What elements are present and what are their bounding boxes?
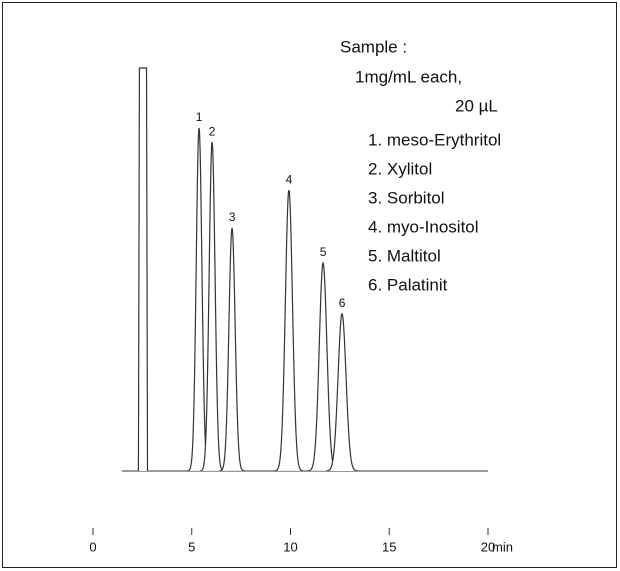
compound-label: 3. Sorbitol (368, 188, 445, 207)
peak (137, 67, 149, 472)
x-tick-label: 20 (481, 539, 495, 554)
peak-label: 4 (286, 172, 293, 186)
compound-label: 5. Maltitol (368, 246, 441, 265)
peak-label: 3 (229, 210, 236, 224)
x-tick-label: 5 (188, 539, 195, 554)
peak (274, 189, 304, 472)
x-tick-label: 0 (89, 539, 96, 554)
x-tick-label: 15 (382, 539, 396, 554)
sample-volume: 20 µL (455, 96, 498, 115)
compound-label: 1. meso-Erythritol (368, 130, 501, 149)
x-tick-label: 10 (283, 539, 297, 554)
sample-concentration: 1mg/mL each, (355, 67, 462, 86)
plot: 12 3 4 5 6 (122, 67, 488, 472)
compound-label: 6. Palatinit (368, 275, 448, 294)
peak (307, 261, 339, 472)
peak-label: 1 (196, 110, 203, 124)
peak (219, 227, 245, 472)
sample-title: Sample : (340, 37, 407, 56)
x-axis-label: min (492, 539, 513, 554)
compound-list: 1. meso-Erythritol 2. Xylitol 3. Sorbitol 4… (368, 130, 501, 294)
peak-label: 6 (339, 296, 346, 310)
peak (200, 142, 224, 472)
compound-label: 2. Xylitol (368, 159, 432, 178)
peak-label: 5 (320, 245, 327, 259)
peak-label: 2 (209, 124, 216, 138)
compound-label: 4. myo-Inositol (368, 217, 479, 236)
peak (326, 312, 358, 472)
